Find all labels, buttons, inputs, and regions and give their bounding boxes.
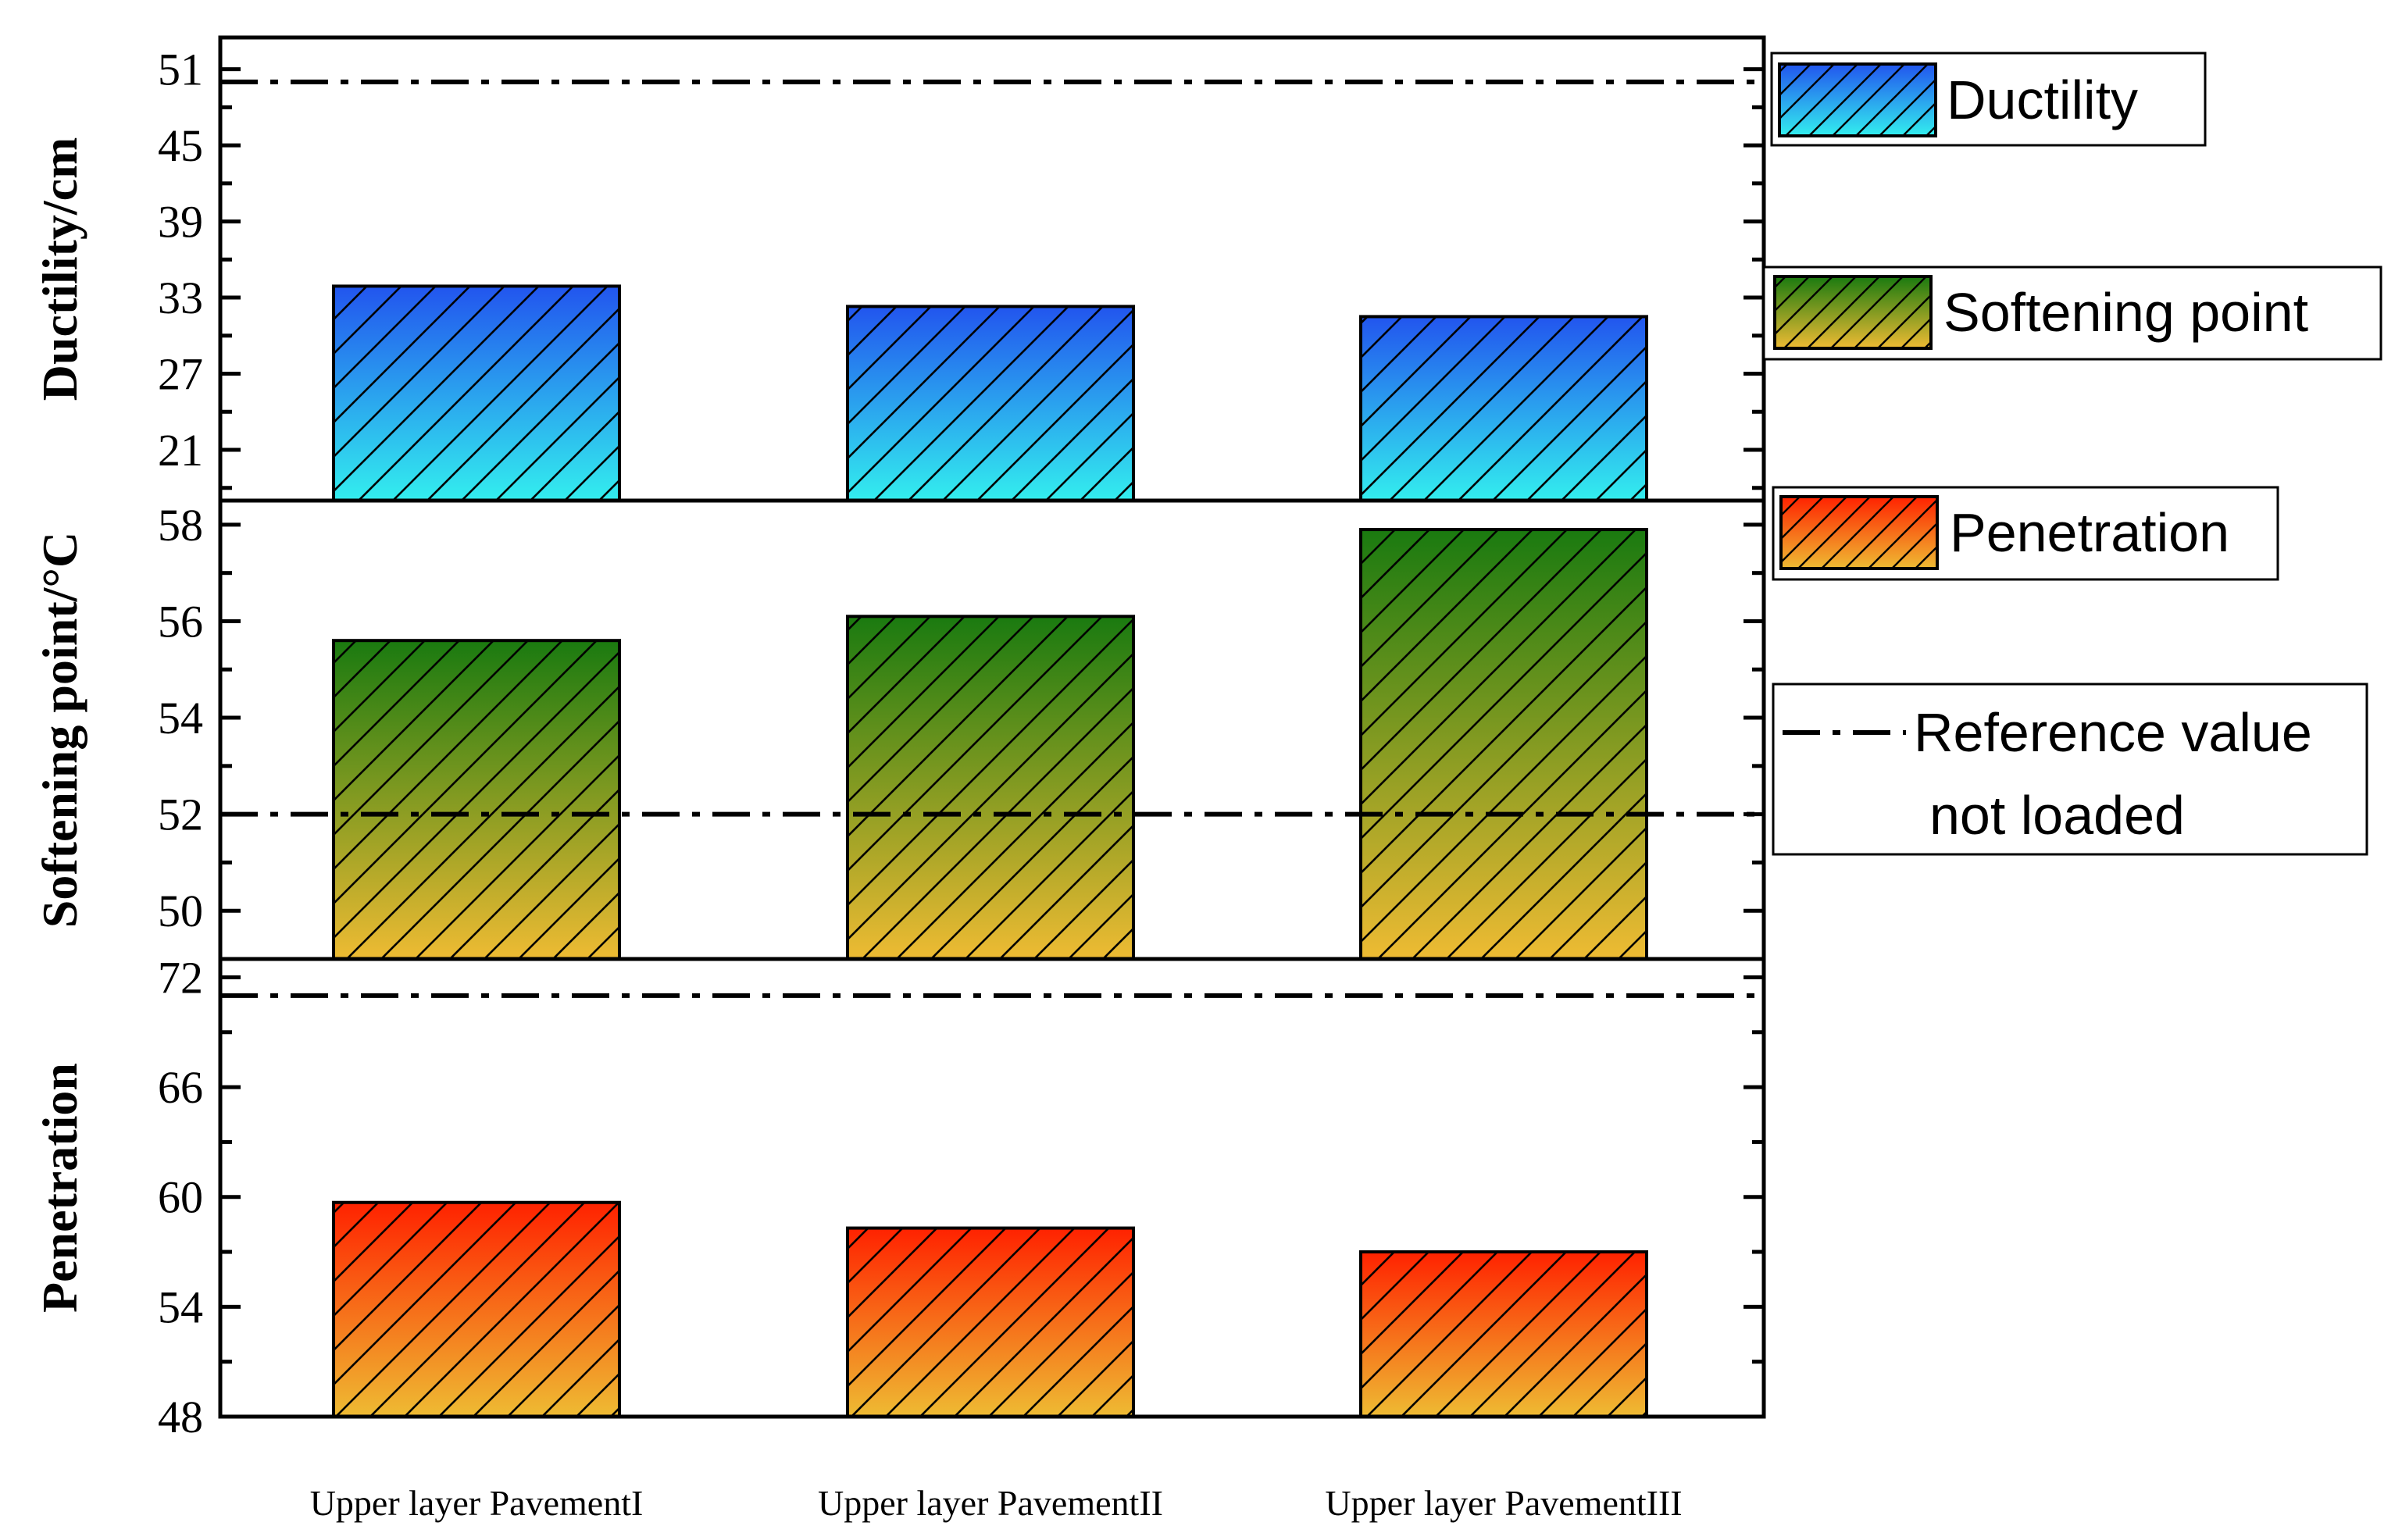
softening-tick-label: 54	[158, 693, 203, 743]
x-tick-label: Upper layer PavementII	[818, 1483, 1163, 1523]
legend-box	[1772, 683, 2368, 856]
legend-label: Penetration	[1950, 502, 2229, 563]
ductility-tick-label: 33	[158, 273, 203, 323]
penetration-bar-hatch	[1359, 1250, 1648, 1419]
ductility-tick-label: 21	[158, 425, 203, 476]
legend-label: not loaded	[1929, 785, 2185, 846]
ductility-bar-hatch	[846, 305, 1135, 502]
penetration-tick-label: 48	[158, 1392, 203, 1442]
softening-tick-label: 52	[158, 790, 203, 840]
legend-swatch-hatch	[1779, 495, 1939, 570]
penetration-panel-frame	[218, 957, 1766, 1419]
ductility-tick-label: 45	[158, 120, 203, 171]
ductility-tick-label: 39	[158, 197, 203, 248]
ductility-bar-hatch	[1359, 315, 1648, 502]
legend-swatch-hatch	[1778, 62, 1937, 137]
softening-bar-hatch	[846, 615, 1135, 961]
softening-tick-label: 58	[158, 500, 203, 551]
softening-bar-hatch	[1359, 528, 1648, 961]
ductility-tick-label: 51	[158, 45, 203, 95]
legend-label: Reference value	[1914, 702, 2312, 763]
legend-swatch-hatch	[1773, 275, 1933, 350]
softening-tick-label: 56	[158, 596, 203, 647]
softening-tick-label: 50	[158, 886, 203, 936]
ductility-tick-label: 27	[158, 349, 203, 400]
ductility-bar-hatch	[332, 284, 621, 502]
softening-bar-hatch	[332, 639, 621, 961]
penetration-tick-label: 60	[158, 1172, 203, 1223]
penetration-bar-hatch	[332, 1200, 621, 1418]
x-tick-label: Upper layer PavementIII	[1325, 1483, 1682, 1523]
legend-label: Ductility	[1947, 70, 2138, 130]
penetration-tick-label: 66	[158, 1062, 203, 1113]
penetration-bar-hatch	[846, 1226, 1135, 1418]
penetration-axis-title: Penetration	[32, 1063, 87, 1313]
softening-axis-title: Softening point/°C	[32, 532, 87, 928]
legend-label: Softening point	[1943, 282, 2308, 343]
x-tick-label: Upper layer PavementI	[310, 1483, 644, 1523]
penetration-tick-label: 54	[158, 1282, 203, 1332]
ductility-axis-title: Ductility/cm	[32, 137, 87, 401]
penetration-tick-label: 72	[158, 952, 203, 1003]
